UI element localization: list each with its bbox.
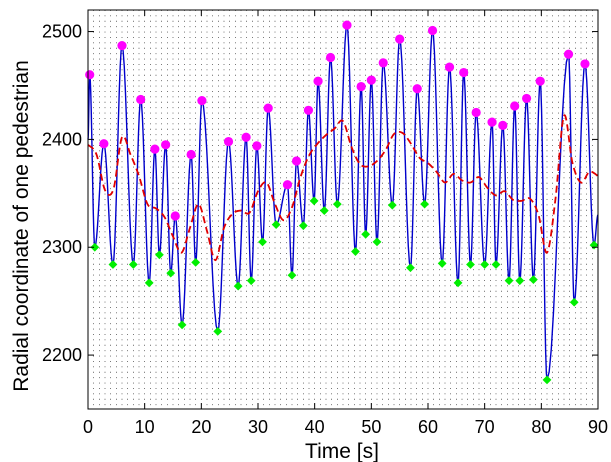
maximum-marker (535, 76, 545, 86)
maximum-marker (498, 120, 508, 130)
minimum-marker (351, 247, 360, 256)
x-tick-label: 20 (191, 417, 211, 437)
minimum-marker (90, 242, 100, 252)
minimum-marker (309, 196, 319, 206)
maximum-marker (325, 52, 336, 63)
minimum-marker (569, 297, 579, 307)
minimum-marker (177, 320, 187, 330)
tick-labels: 0 10 20 30 40 50 60 70 80 90 2200 2300 2400 2500 (42, 22, 608, 437)
minimum-marker (166, 268, 176, 278)
minimum-marker (542, 375, 552, 385)
maximum-marker (241, 132, 251, 142)
minimum-marker (372, 237, 382, 247)
maximum-marker (444, 62, 455, 72)
minimum-marker (108, 260, 118, 269)
minimum-marker (406, 263, 415, 273)
x-tick-label: 80 (531, 417, 551, 437)
maximum-marker (291, 156, 302, 166)
maximum-marker (263, 103, 273, 113)
maximum-marker (412, 84, 422, 94)
maximum-marker (161, 140, 171, 150)
minimum-marker (155, 250, 164, 260)
maximum-marker (313, 76, 323, 86)
minimum-marker (191, 257, 201, 267)
maximum-marker (136, 94, 146, 105)
minimum-marker (319, 206, 329, 215)
maximum-marker (150, 144, 160, 154)
minimum-marker (144, 278, 154, 288)
x-tick-label: 40 (305, 417, 325, 437)
x-tick-label: 10 (135, 417, 155, 437)
minimum-marker (515, 276, 525, 286)
minimum-marker (504, 276, 514, 286)
minimum-marker (466, 260, 475, 269)
trajectory-line (87, 24, 599, 381)
minimum-marker (213, 326, 223, 336)
minimum-marker (298, 221, 308, 231)
axes-box (87, 9, 599, 410)
maximum-marker (197, 95, 207, 106)
x-tick-label: 70 (475, 417, 495, 437)
maximum-marker (522, 93, 532, 104)
minimum-marker (246, 276, 256, 286)
x-axis-label: Time [s] (305, 440, 379, 462)
maximum-marker (252, 141, 262, 151)
x-tick-label: 0 (83, 417, 93, 437)
minimum-marker (332, 199, 342, 209)
axes-frame (87, 9, 599, 410)
minimum-marker (128, 260, 138, 269)
x-tick-label: 30 (248, 417, 268, 437)
maximum-marker (487, 117, 497, 127)
maximum-marker (85, 70, 95, 80)
maximum-marker (510, 101, 520, 111)
maximum-marker (563, 49, 574, 59)
x-tick-label: 60 (418, 417, 438, 437)
y-tick-label: 2300 (42, 237, 82, 257)
y-tick-label: 2200 (42, 345, 82, 365)
maximum-marker (99, 139, 109, 149)
minimum-marker (491, 260, 501, 269)
maximum-marker (459, 67, 469, 78)
maximum-marker (378, 58, 388, 68)
x-tick-label: 90 (588, 417, 608, 437)
maximum-marker (580, 59, 590, 69)
maximum-marker (223, 136, 234, 147)
tick-marks (87, 10, 599, 409)
minimum-marker (258, 237, 267, 247)
maximum-marker (471, 107, 481, 118)
grid (88, 10, 598, 409)
y-axis-label: Radial coordinate of one pedestrian (10, 60, 33, 392)
maximum-marker (395, 34, 405, 44)
maximum-marker (186, 149, 196, 160)
maximum-marker (170, 211, 180, 221)
minimum-marker (361, 229, 371, 239)
minimum-marker (420, 199, 429, 209)
minimum-marker (480, 260, 490, 269)
minimum-marker (529, 275, 538, 284)
maximum-marker (117, 40, 127, 51)
y-tick-label: 2400 (42, 129, 82, 149)
y-tick-label: 2500 (42, 22, 82, 42)
maximum-marker (356, 81, 366, 92)
maximum-marker (342, 20, 352, 30)
minimum-marker (271, 220, 281, 229)
x-tick-label: 50 (361, 417, 381, 437)
minimum-marker (437, 259, 447, 268)
maximum-marker (427, 25, 438, 36)
smoothed-line (87, 114, 599, 262)
minimum-marker (387, 200, 397, 210)
maximum-marker (303, 105, 314, 115)
maximum-marker (366, 75, 376, 85)
maximum-marker (282, 180, 293, 190)
minimum-marker (233, 281, 243, 291)
minimum-marker (287, 270, 297, 280)
minimum-marker (453, 278, 463, 288)
plot-area (85, 20, 599, 385)
